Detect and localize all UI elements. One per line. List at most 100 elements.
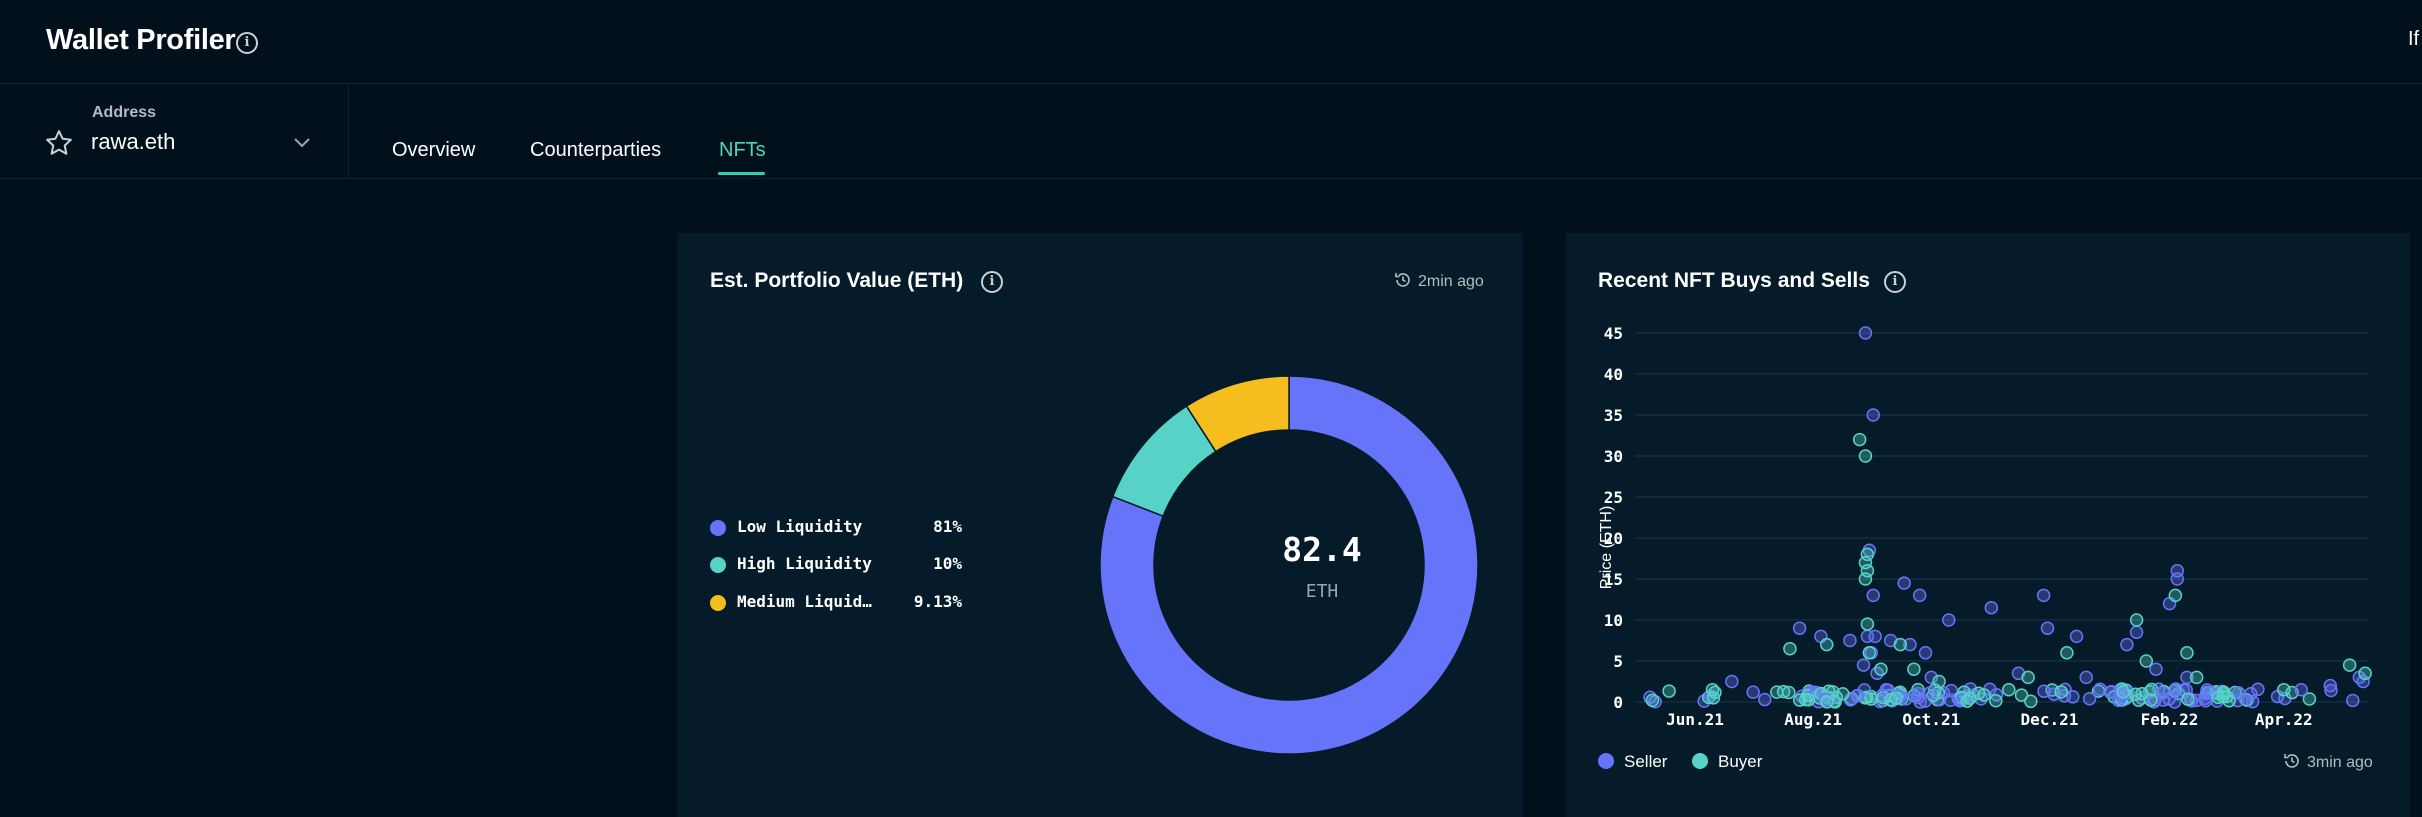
scatter-point[interactable] (2216, 687, 2231, 701)
scatter-point[interactable] (2251, 682, 2265, 697)
address-value[interactable]: rawa.eth (91, 129, 176, 154)
scatter-point[interactable] (1858, 691, 1872, 705)
scatter-point[interactable] (2156, 685, 2170, 700)
info-icon[interactable]: i (236, 32, 258, 54)
tab-counterparties[interactable]: Counterparties (530, 139, 662, 161)
scatter-point[interactable] (2149, 662, 2163, 676)
scatter-point[interactable] (2170, 572, 2185, 586)
info-icon[interactable]: i (1884, 271, 1906, 293)
scatter-point[interactable] (1868, 629, 1882, 644)
scatter-point[interactable] (1893, 637, 1908, 652)
scatter-point[interactable] (1932, 674, 1946, 689)
scatter-point[interactable] (2244, 687, 2258, 701)
scatter-point[interactable] (2342, 658, 2357, 672)
scatter-point[interactable] (1897, 576, 1911, 590)
scatter-point[interactable] (1770, 685, 1784, 699)
scatter-point[interactable] (2358, 666, 2372, 681)
legend-item-high-liquidity[interactable]: High Liquidity 10% (710, 554, 962, 576)
scatter-point[interactable] (1984, 600, 1999, 615)
scatter-point[interactable] (2131, 693, 2146, 707)
scatter-point[interactable] (1662, 684, 1676, 698)
scatter-point[interactable] (2082, 691, 2097, 706)
scatter-point[interactable] (2168, 588, 2183, 603)
scatter-point[interactable] (2036, 588, 2051, 603)
scatter-point[interactable] (2069, 629, 2084, 644)
scatter-point[interactable] (1941, 613, 1956, 627)
scatter-point[interactable] (2037, 684, 2051, 699)
scatter-point[interactable] (2324, 683, 2338, 698)
scatter-point[interactable] (2079, 670, 2093, 685)
scatter-point[interactable] (1850, 688, 1864, 703)
tab-overview[interactable]: Overview (392, 139, 476, 161)
scatter-point[interactable] (1866, 408, 1880, 422)
scatter-point[interactable] (2093, 682, 2107, 697)
scatter-point[interactable] (2120, 637, 2134, 652)
scatter-point[interactable] (1783, 641, 1797, 656)
scatter-point[interactable] (1820, 695, 1834, 709)
scatter-point[interactable] (1918, 646, 1933, 660)
scatter-point[interactable] (1989, 694, 2003, 708)
scatter-point[interactable] (2277, 682, 2291, 697)
scatter-point[interactable] (2294, 682, 2308, 697)
scatter-point[interactable] (1836, 687, 1850, 701)
scatter-point[interactable] (1858, 572, 1873, 586)
scatter-point[interactable] (1792, 621, 1807, 635)
scatter-point[interactable] (1912, 588, 1927, 603)
scatter-point[interactable] (2181, 692, 2195, 707)
scatter-point[interactable] (1907, 662, 1921, 676)
scatter-point[interactable] (1645, 693, 1660, 708)
scatter-point[interactable] (2302, 692, 2317, 706)
scatter-point[interactable] (2180, 646, 2194, 660)
scatter-point[interactable] (1977, 688, 1991, 702)
scatter-point[interactable] (2180, 670, 2194, 685)
scatter-point[interactable] (1889, 691, 1903, 705)
scatter-point[interactable] (1858, 449, 1873, 463)
legend-item-low-liquidity[interactable]: Low Liquidity 81% (710, 517, 962, 539)
scatter-point[interactable] (2060, 646, 2074, 660)
scatter-point[interactable] (2245, 694, 2260, 709)
tab-nfts[interactable]: NFTs (719, 139, 766, 161)
scatter-point[interactable] (1856, 658, 1871, 672)
scatter-point[interactable] (2002, 682, 2016, 697)
scatter-point[interactable] (2040, 621, 2055, 635)
scatter-point[interactable] (1963, 691, 1977, 705)
info-icon[interactable]: i (981, 271, 1003, 293)
scatter-point[interactable] (1924, 670, 1939, 685)
scatter-point[interactable] (1843, 633, 1857, 648)
scatter-point[interactable] (1911, 690, 1925, 705)
scatter-point[interactable] (2021, 670, 2035, 685)
legend-item-medium-liquidity[interactable]: Medium Liquid… 9.13% (710, 592, 962, 614)
address-selector[interactable]: Address rawa.eth (0, 84, 349, 178)
scatter-point[interactable] (1746, 685, 1760, 699)
scatter-point[interactable] (1776, 684, 1791, 699)
donut-slice-2[interactable] (1185, 375, 1290, 453)
scatter-point[interactable] (2169, 682, 2183, 697)
legend-item-seller[interactable]: Seller (1598, 752, 1667, 772)
scatter-point[interactable] (2129, 625, 2144, 640)
scatter-point[interactable] (1852, 432, 1867, 447)
scatter-point[interactable] (2346, 693, 2360, 708)
scatter-point[interactable] (2139, 654, 2154, 668)
scatter-point[interactable] (2323, 678, 2338, 693)
scatter-point[interactable] (2054, 685, 2068, 699)
scatter-point[interactable] (1725, 674, 1739, 689)
star-icon[interactable] (44, 128, 74, 158)
scatter-point[interactable] (1903, 637, 1917, 652)
donut-slice-0[interactable] (1099, 375, 1479, 755)
scatter-point[interactable] (1862, 646, 1877, 660)
scatter-point[interactable] (2189, 670, 2204, 685)
scatter-point[interactable] (2129, 613, 2144, 627)
scatter-point[interactable] (1876, 690, 1890, 705)
scatter-point[interactable] (1860, 617, 1875, 631)
scatter-point[interactable] (1944, 683, 1959, 698)
legend-item-buyer[interactable]: Buyer (1692, 752, 1762, 772)
scatter-point[interactable] (1858, 326, 1873, 340)
scatter-point[interactable] (1923, 685, 1938, 700)
scatter-point[interactable] (2116, 685, 2130, 699)
scatter-point[interactable] (2144, 693, 2158, 707)
scatter-point[interactable] (1758, 692, 1772, 707)
scatter-point[interactable] (2024, 694, 2038, 709)
scatter-point[interactable] (1705, 682, 1720, 697)
scatter-point[interactable] (1874, 662, 1888, 676)
scatter-point[interactable] (2014, 688, 2029, 702)
